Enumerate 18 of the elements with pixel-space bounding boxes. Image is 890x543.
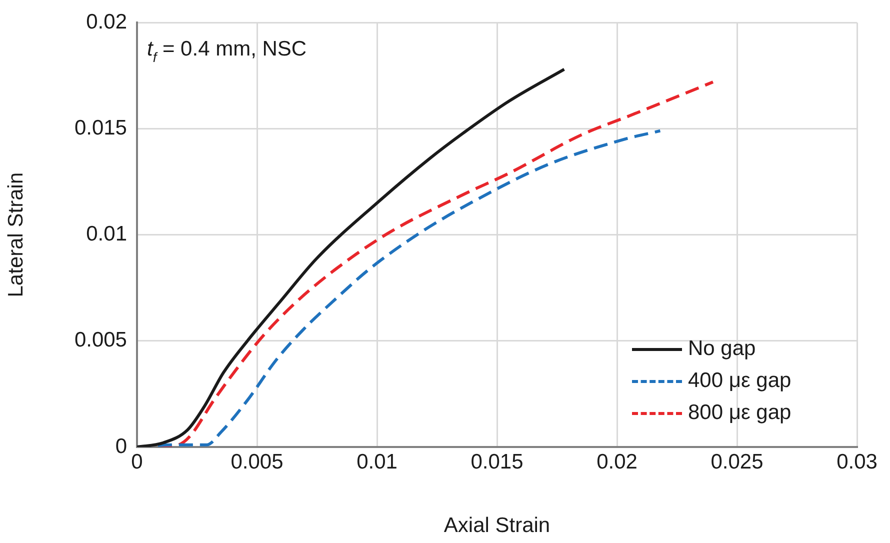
x-axis-title: Axial Strain	[444, 514, 550, 538]
y-tick-label: 0.01	[86, 222, 127, 246]
legend-label: No gap	[688, 336, 756, 362]
legend-label: 400 με gap	[688, 368, 792, 394]
x-tick-label: 0.02	[596, 450, 638, 474]
y-tick-label: 0	[115, 434, 127, 458]
line-series	[137, 68, 566, 447]
x-tick-label: 0.03	[836, 450, 878, 474]
y-tick-label: 0.02	[86, 10, 127, 34]
x-tick-label: 0.005	[230, 450, 284, 474]
x-tick-label: 0.025	[710, 450, 764, 474]
legend-label: 800 με gap	[688, 400, 792, 426]
y-axis-title: Lateral Strain	[4, 172, 28, 298]
x-tick-label: 0.01	[356, 450, 398, 474]
y-tick-label: 0.005	[74, 328, 127, 352]
x-tick-label: 0	[131, 450, 143, 474]
y-tick-label: 0.015	[74, 116, 127, 140]
x-tick-label: 0.015	[470, 450, 524, 474]
